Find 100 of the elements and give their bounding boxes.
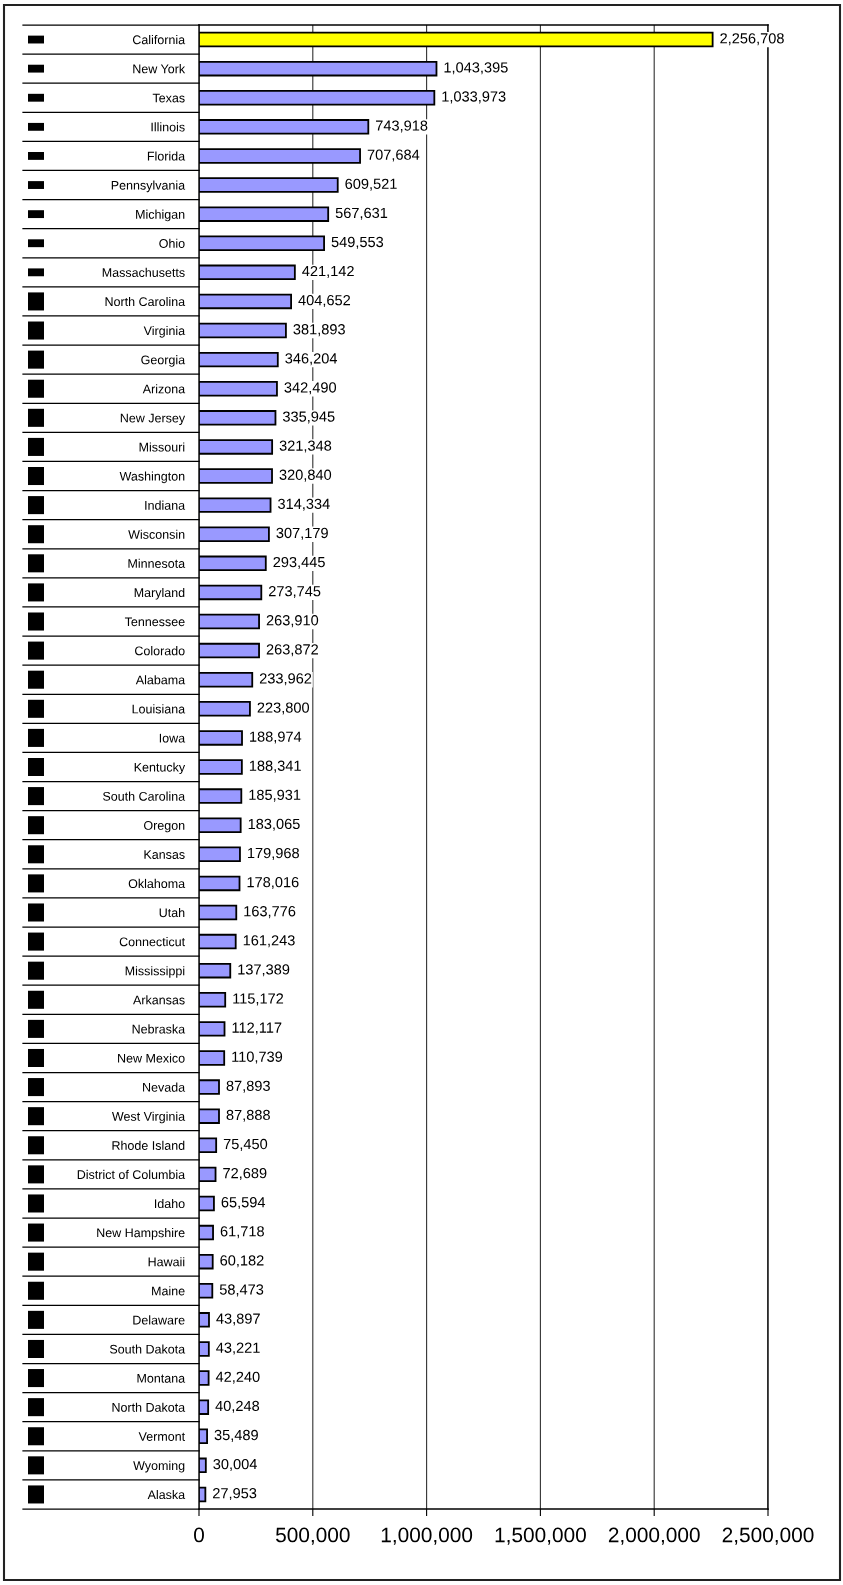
x-tick-label: 500,000 — [275, 1527, 350, 1545]
data-label: 43,221 — [216, 1342, 260, 1355]
y-tick-label: New Jersey — [120, 413, 186, 425]
x-tick-label: 1,500,000 — [495, 1527, 586, 1545]
x-tick-label: 2,000,000 — [608, 1527, 700, 1545]
data-label: 58,473 — [219, 1284, 264, 1297]
data-label: 421,142 — [302, 265, 354, 278]
y-tick-label: Massachusetts — [102, 267, 185, 277]
y-tick-label: Wyoming — [133, 1460, 185, 1473]
data-label: 263,872 — [266, 644, 318, 657]
data-label: 72,689 — [223, 1167, 267, 1181]
y-tick-label: New York — [133, 64, 186, 74]
data-label: 61,718 — [220, 1226, 264, 1239]
data-label: 188,341 — [249, 760, 301, 773]
data-label: 2,256,708 — [720, 33, 784, 46]
y-tick-label: Alaska — [147, 1489, 186, 1500]
y-tick-label: Oklahoma — [128, 878, 186, 889]
data-label: 293,445 — [273, 556, 325, 569]
y-tick-label: Iowa — [159, 733, 186, 743]
data-label: 549,553 — [331, 236, 384, 249]
data-label: 404,652 — [298, 295, 351, 308]
y-tick-label: Alabama — [135, 675, 186, 685]
y-tick-label: District of Columbia — [77, 1169, 186, 1180]
y-tick-label: Oregon — [144, 821, 185, 833]
data-label: 178,016 — [247, 876, 299, 890]
y-tick-label: Maryland — [134, 587, 185, 600]
data-label: 188,974 — [250, 731, 302, 744]
y-tick-label: Wisconsin — [128, 529, 185, 539]
data-label: 223,800 — [257, 702, 310, 715]
y-tick-label: Colorado — [135, 646, 185, 656]
y-tick-label: Louisiana — [132, 704, 186, 714]
y-tick-label: Ohio — [159, 238, 185, 248]
data-label: 321,348 — [279, 440, 332, 453]
data-label: 179,968 — [248, 847, 299, 860]
y-tick-label: Missouri — [139, 442, 185, 452]
y-tick-label: Rhode Island — [112, 1140, 185, 1150]
data-label: 87,888 — [226, 1109, 270, 1122]
data-label: 307,179 — [276, 527, 328, 540]
data-label: 335,945 — [282, 411, 335, 424]
data-label: 707,684 — [367, 149, 420, 162]
y-tick-label: Michigan — [136, 209, 185, 222]
y-tick-label: Utah — [159, 907, 185, 918]
y-tick-label: Delaware — [133, 1315, 185, 1325]
data-label: 263,910 — [266, 615, 319, 628]
x-tick-label: 1,000,000 — [381, 1527, 473, 1545]
data-label: 110,739 — [232, 1051, 283, 1064]
x-tick-label: 2,500,000 — [722, 1527, 814, 1545]
data-label: 314,334 — [278, 498, 330, 511]
y-tick-label: Indiana — [145, 500, 186, 510]
data-label: 35,489 — [214, 1429, 258, 1442]
data-label: 30,004 — [213, 1458, 257, 1471]
data-label: 87,893 — [226, 1080, 270, 1093]
y-tick-label: Texas — [152, 93, 185, 103]
y-tick-label: Georgia — [141, 355, 186, 367]
data-label: 161,243 — [243, 935, 295, 948]
y-tick-label: Arkansas — [133, 995, 185, 1005]
y-tick-label: South Dakota — [109, 1344, 186, 1354]
data-label: 1,043,395 — [444, 62, 508, 75]
data-label: 233,962 — [259, 673, 312, 686]
data-label: 75,450 — [223, 1138, 268, 1151]
y-tick-label: South Carolina — [102, 791, 186, 801]
data-label: 60,182 — [220, 1255, 264, 1268]
data-label: 609,521 — [345, 178, 397, 191]
data-label: 567,631 — [335, 207, 388, 220]
data-label: 137,389 — [238, 964, 290, 977]
y-tick-label: Minnesota — [128, 558, 186, 568]
y-tick-label: Illinois — [151, 122, 185, 132]
data-label: 27,953 — [213, 1488, 257, 1501]
data-label: 346,204 — [285, 353, 338, 366]
y-tick-label: North Carolina — [105, 296, 186, 307]
y-tick-label: North Dakota — [112, 1402, 186, 1412]
y-tick-label: Florida — [147, 151, 186, 161]
data-label: 743,918 — [376, 120, 428, 133]
y-tick-label: Kentucky — [134, 762, 186, 775]
data-label: 1,033,973 — [442, 91, 506, 104]
y-tick-label: West Virginia — [111, 1111, 186, 1124]
data-label: 183,065 — [248, 818, 300, 831]
y-tick-label: Nebraska — [132, 1024, 186, 1034]
y-tick-label: Nevada — [143, 1082, 186, 1092]
data-label: 40,248 — [215, 1400, 260, 1413]
y-tick-label: Mississippi — [125, 966, 185, 978]
y-tick-label: California — [132, 35, 186, 45]
y-tick-label: Virginia — [143, 326, 186, 338]
y-tick-label: New Mexico — [118, 1053, 185, 1063]
data-label: 163,776 — [244, 906, 296, 919]
y-tick-label: Connecticut — [119, 937, 186, 947]
y-tick-label: Pennsylvania — [111, 180, 186, 193]
data-label: 185,931 — [249, 789, 301, 802]
x-tick-label: 0 — [194, 1527, 204, 1543]
data-label: 112,117 — [232, 1022, 282, 1035]
y-tick-label: Kansas — [144, 850, 185, 859]
data-label: 65,594 — [221, 1197, 266, 1210]
y-tick-label: New Hampshire — [97, 1228, 185, 1240]
y-tick-label: Maine — [152, 1286, 185, 1296]
y-tick-label: Vermont — [138, 1432, 186, 1441]
y-tick-label: Arizona — [142, 384, 186, 394]
y-tick-label: Hawaii — [148, 1257, 185, 1267]
data-label: 43,897 — [216, 1313, 260, 1326]
y-tick-label: Montana — [137, 1373, 186, 1383]
y-tick-label: Washington — [119, 471, 185, 484]
